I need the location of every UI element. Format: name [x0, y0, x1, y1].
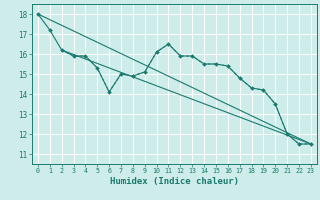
X-axis label: Humidex (Indice chaleur): Humidex (Indice chaleur): [110, 177, 239, 186]
